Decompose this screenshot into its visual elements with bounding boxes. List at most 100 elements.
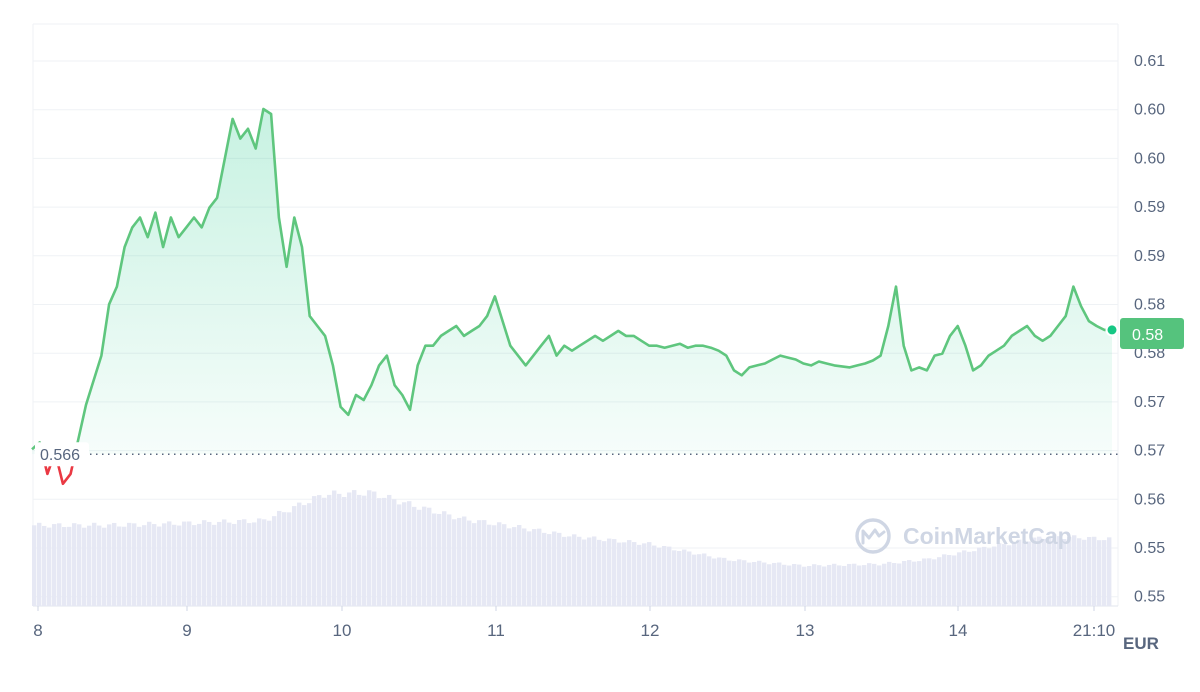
volume-bar — [907, 560, 912, 606]
volume-bar — [957, 552, 962, 606]
volume-bar — [1012, 542, 1017, 606]
volume-bar — [197, 523, 202, 606]
volume-bar — [902, 561, 907, 606]
volume-bar — [152, 524, 157, 606]
volume-bar — [737, 559, 742, 606]
volume-bar — [612, 539, 617, 606]
volume-bar — [497, 522, 502, 606]
volume-bar — [92, 522, 97, 606]
volume-bar — [937, 557, 942, 606]
volume-bar — [257, 518, 262, 606]
volume-bar — [362, 495, 367, 606]
volume-bar — [972, 551, 977, 606]
volume-bar — [1037, 536, 1042, 606]
volume-bar — [67, 526, 72, 606]
volume-bar — [302, 505, 307, 606]
volume-bar — [797, 564, 802, 606]
x-axis: 8 9 10 11 12 13 14 21:10 — [33, 606, 1115, 640]
volume-bar — [917, 561, 922, 606]
volume-bar — [767, 564, 772, 606]
volume-bar — [702, 553, 707, 606]
volume-bar — [192, 525, 197, 606]
volume-bar — [617, 542, 622, 606]
volume-bar — [372, 491, 377, 606]
volume-bar — [682, 549, 687, 606]
volume-bar — [177, 525, 182, 606]
volume-bar — [1042, 538, 1047, 606]
volume-bar — [852, 563, 857, 606]
volume-bar — [642, 543, 647, 606]
volume-bar — [772, 562, 777, 606]
y-tick-label: 0.61 — [1134, 53, 1165, 70]
volume-bar — [132, 523, 137, 606]
volume-bar — [947, 555, 952, 606]
volume-bar — [122, 526, 127, 606]
volume-bar — [632, 542, 637, 606]
y-tick-label: 0.55 — [1134, 540, 1165, 557]
volume-bar — [952, 555, 957, 606]
volume-bar — [592, 536, 597, 606]
volume-bar — [97, 525, 102, 606]
volume-bar — [232, 523, 237, 606]
volume-bar — [277, 510, 282, 606]
x-tick-label: 14 — [949, 621, 968, 640]
volume-bar — [547, 534, 552, 606]
volume-bar — [912, 561, 917, 606]
volume-bar — [72, 523, 77, 606]
volume-bar — [777, 562, 782, 606]
volume-bar — [657, 547, 662, 606]
y-tick-label: 0.58 — [1134, 297, 1165, 314]
x-tick-label: 9 — [182, 621, 191, 640]
volume-bar — [267, 520, 272, 606]
volume-bar — [842, 565, 847, 606]
volume-bar — [407, 501, 412, 606]
volume-bar — [892, 563, 897, 606]
volume-bar — [627, 540, 632, 606]
volume-bar — [207, 521, 212, 606]
volume-bar — [1057, 536, 1062, 606]
volume-bar — [382, 497, 387, 606]
volume-bar — [812, 564, 817, 606]
volume-bar — [472, 523, 477, 606]
current-price-text: 0.58 — [1132, 327, 1163, 344]
volume-bars — [32, 490, 1112, 606]
volume-bar — [147, 521, 152, 606]
volume-bar — [557, 532, 562, 606]
volume-bar — [42, 525, 47, 606]
x-tick-label: 11 — [487, 621, 505, 640]
volume-bar — [237, 520, 242, 606]
volume-bar — [322, 497, 327, 606]
volume-bar — [622, 542, 627, 606]
volume-bar — [377, 498, 382, 606]
volume-bar — [297, 502, 302, 606]
volume-bar — [1007, 545, 1012, 606]
volume-bar — [587, 537, 592, 606]
y-tick-label: 0.58 — [1134, 345, 1165, 362]
volume-bar — [287, 512, 292, 606]
volume-bar — [867, 563, 872, 606]
volume-bar — [747, 562, 752, 606]
volume-bar — [967, 551, 972, 606]
volume-bar — [857, 565, 862, 606]
volume-bar — [512, 527, 517, 606]
volume-bar — [997, 543, 1002, 606]
volume-bar — [77, 524, 82, 606]
y-tick-label: 0.56 — [1134, 491, 1165, 508]
volume-bar — [602, 541, 607, 606]
current-price-badge: 0.58 — [1120, 318, 1184, 349]
volume-bar — [367, 490, 372, 606]
volume-bar — [847, 563, 852, 606]
volume-bar — [1097, 540, 1102, 606]
volume-bar — [57, 523, 62, 606]
volume-bar — [317, 495, 322, 606]
watermark-text: CoinMarketCap — [903, 523, 1072, 549]
watermark: CoinMarketCap — [855, 518, 1072, 554]
volume-bar — [467, 520, 472, 606]
volume-bar — [312, 496, 317, 606]
volume-bar — [572, 534, 577, 606]
volume-bar — [932, 559, 937, 606]
volume-bar — [1082, 539, 1087, 606]
volume-bar — [662, 546, 667, 606]
volume-bar — [727, 560, 732, 606]
reference-value-text: 0.566 — [40, 447, 80, 464]
